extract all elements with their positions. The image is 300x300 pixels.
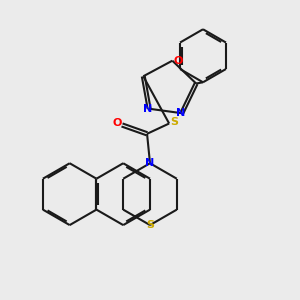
Text: N: N	[176, 108, 185, 118]
Text: O: O	[112, 118, 122, 128]
Text: N: N	[146, 158, 154, 168]
Text: N: N	[143, 104, 152, 114]
Text: S: S	[146, 220, 154, 230]
Text: O: O	[173, 56, 183, 66]
Text: S: S	[170, 117, 178, 127]
